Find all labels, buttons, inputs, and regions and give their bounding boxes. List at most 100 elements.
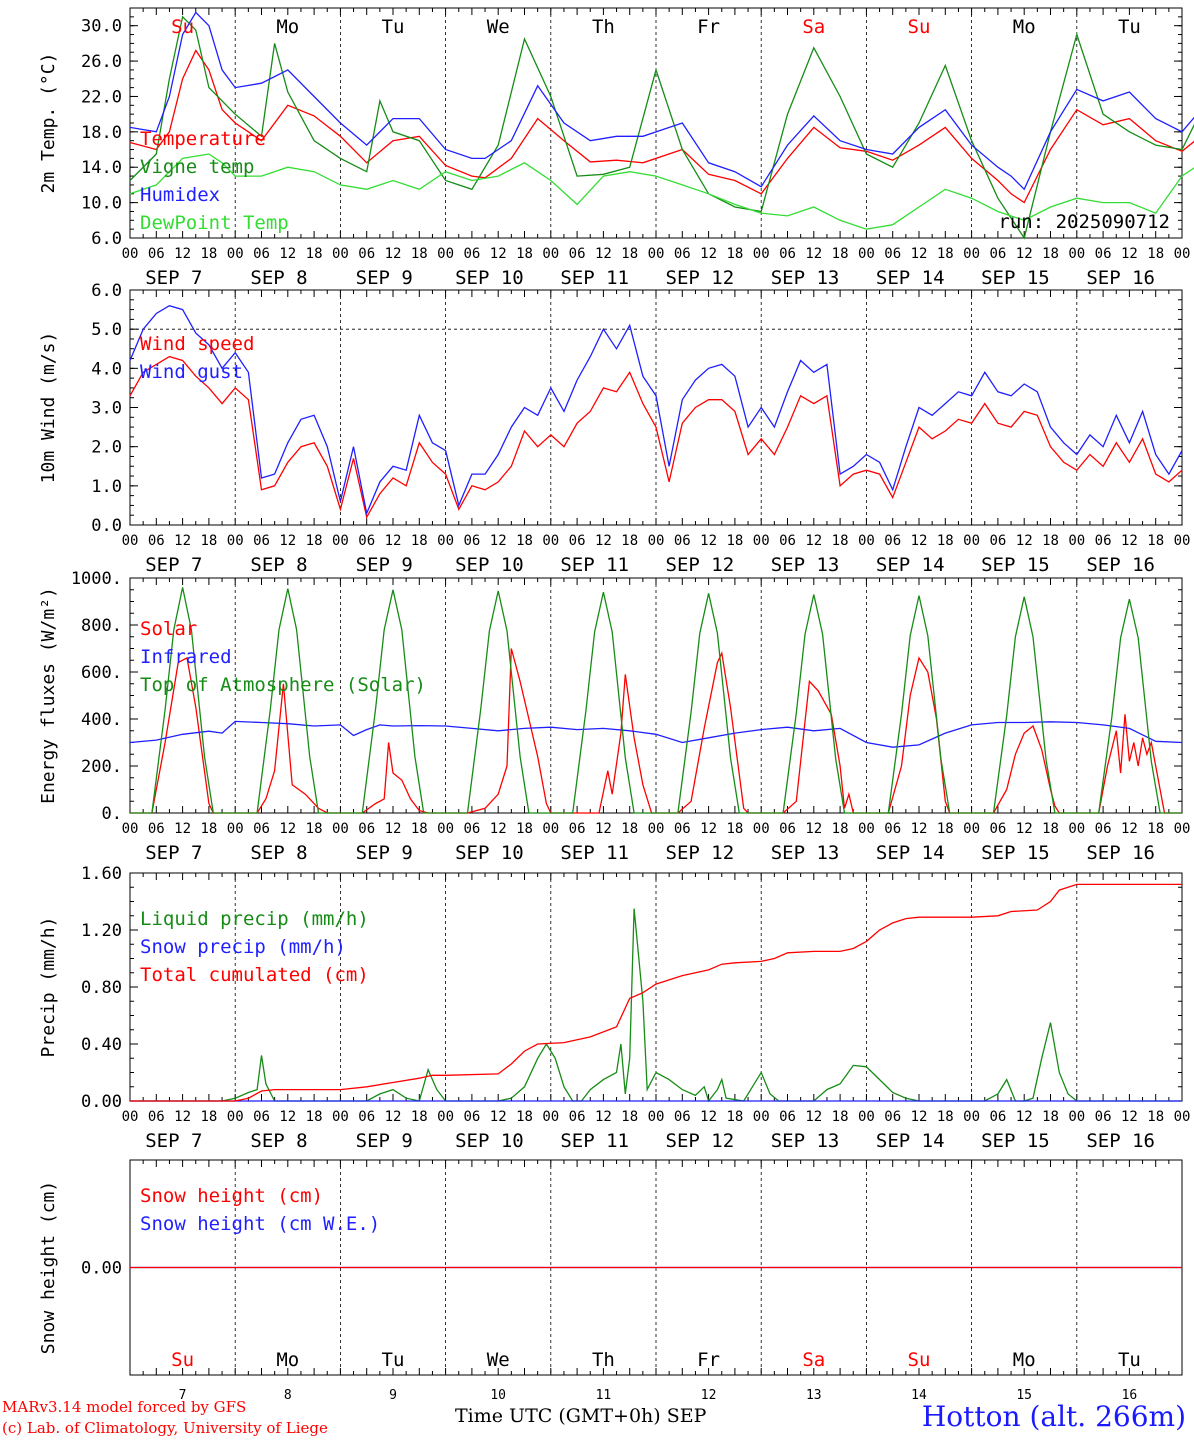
hour-tick-label: 00 <box>858 246 875 262</box>
hour-tick-label: 12 <box>279 533 296 549</box>
hour-tick-label: 18 <box>937 1109 954 1125</box>
weekday-label: Su <box>908 1349 931 1371</box>
y-tick-label: 18.0 <box>81 123 122 143</box>
date-label: SEP 9 <box>356 1130 413 1152</box>
date-label: SEP 10 <box>455 554 524 576</box>
hour-tick-label: 12 <box>595 246 612 262</box>
hour-tick-label: 06 <box>148 821 165 837</box>
hour-tick-label: 12 <box>1016 246 1033 262</box>
hour-tick-label: 12 <box>595 821 612 837</box>
hour-tick-label: 06 <box>463 533 480 549</box>
weekday-label: We <box>487 16 510 38</box>
y-tick-label: 30.0 <box>81 17 122 37</box>
hour-tick-label: 06 <box>253 1109 270 1125</box>
hour-tick-label: 00 <box>227 1109 244 1125</box>
hour-tick-label: 12 <box>385 1109 402 1125</box>
date-label: SEP 13 <box>771 267 840 289</box>
weekday-label: Sa <box>802 16 825 38</box>
day-number-label: 16 <box>1122 1388 1138 1403</box>
hour-tick-label: 00 <box>648 821 665 837</box>
legend-entry: Liquid precip (mm/h) <box>140 908 369 930</box>
hour-tick-label: 12 <box>174 533 191 549</box>
hour-tick-label: 12 <box>700 1109 717 1125</box>
date-label: SEP 7 <box>145 554 202 576</box>
legend-entry: Snow precip (mm/h) <box>140 936 346 958</box>
hour-tick-label: 00 <box>1174 821 1191 837</box>
y-tick-label: 5.0 <box>91 320 122 340</box>
hour-tick-label: 06 <box>358 821 375 837</box>
hour-tick-label: 06 <box>674 533 691 549</box>
hour-tick-label: 18 <box>937 533 954 549</box>
legend-entry: Total cumulated (cm) <box>140 964 369 986</box>
hour-tick-label: 00 <box>648 1109 665 1125</box>
hour-tick-label: 06 <box>148 1109 165 1125</box>
date-label: SEP 13 <box>771 842 840 864</box>
date-label: SEP 14 <box>876 267 945 289</box>
day-number-label: 12 <box>701 1388 717 1403</box>
hour-tick-label: 12 <box>279 821 296 837</box>
hour-tick-label: 06 <box>884 246 901 262</box>
day-number-label: 13 <box>806 1388 822 1403</box>
weekday-label: Tu <box>382 1349 405 1371</box>
legend-entry: Temperature <box>140 128 266 150</box>
hour-tick-label: 12 <box>805 821 822 837</box>
hour-tick-label: 06 <box>253 821 270 837</box>
hour-tick-label: 18 <box>621 533 638 549</box>
y-axis-label: Snow height (cm) <box>38 1181 59 1354</box>
weekday-label: Mo <box>276 1349 299 1371</box>
hour-tick-label: 06 <box>358 533 375 549</box>
date-label: SEP 8 <box>250 267 307 289</box>
hour-tick-label: 18 <box>1147 533 1164 549</box>
hour-tick-label: 00 <box>332 246 349 262</box>
y-tick-label: 1.60 <box>81 864 122 884</box>
hour-tick-label: 12 <box>279 246 296 262</box>
y-tick-label: 4.0 <box>91 359 122 379</box>
hour-tick-label: 12 <box>1121 246 1138 262</box>
hour-tick-label: 00 <box>648 533 665 549</box>
hour-tick-label: 06 <box>779 533 796 549</box>
day-number-label: 10 <box>490 1388 506 1403</box>
hour-tick-label: 12 <box>1121 1109 1138 1125</box>
hour-tick-label: 06 <box>884 533 901 549</box>
date-label: SEP 10 <box>455 267 524 289</box>
hour-tick-label: 06 <box>1095 821 1112 837</box>
date-label: SEP 13 <box>771 1130 840 1152</box>
day-number-label: 8 <box>284 1388 292 1403</box>
weekday-label: Su <box>171 16 194 38</box>
hour-tick-label: 06 <box>253 246 270 262</box>
y-tick-label: 0. <box>102 804 122 824</box>
y-tick-label: 1000. <box>71 569 122 589</box>
hour-tick-label: 12 <box>911 533 928 549</box>
weekday-label: Tu <box>1118 1349 1141 1371</box>
weekday-label: Mo <box>1013 1349 1036 1371</box>
hour-tick-label: 12 <box>1016 533 1033 549</box>
run-annotation: run: 2025090712 <box>998 211 1170 233</box>
day-number-label: 7 <box>179 1388 187 1403</box>
panel-2 <box>129 289 1183 526</box>
hour-tick-label: 00 <box>122 533 139 549</box>
y-tick-label: 10.0 <box>81 194 122 214</box>
hour-tick-label: 12 <box>174 821 191 837</box>
series-line <box>130 883 1182 1102</box>
hour-tick-label: 18 <box>306 821 323 837</box>
hour-tick-label: 06 <box>569 1109 586 1125</box>
time-axis-month: SEP <box>666 1405 707 1427</box>
legend-entry: DewPoint Temp <box>140 212 289 234</box>
hour-tick-label: 12 <box>805 246 822 262</box>
hour-tick-label: 18 <box>411 246 428 262</box>
hour-tick-label: 00 <box>542 246 559 262</box>
y-tick-label: 600. <box>81 663 122 683</box>
hour-tick-label: 18 <box>200 821 217 837</box>
y-tick-label: 400. <box>81 710 122 730</box>
hour-tick-label: 12 <box>805 533 822 549</box>
hour-tick-label: 06 <box>884 821 901 837</box>
date-label: SEP 7 <box>145 842 202 864</box>
date-label: SEP 15 <box>981 842 1050 864</box>
hour-tick-label: 18 <box>621 1109 638 1125</box>
date-label: SEP 12 <box>666 1130 735 1152</box>
legend-entry: Humidex <box>140 184 220 206</box>
hour-tick-label: 06 <box>253 533 270 549</box>
panel-1 <box>129 7 1194 240</box>
model-credit: MARv3.14 model forced by GFS <box>2 1398 247 1416</box>
